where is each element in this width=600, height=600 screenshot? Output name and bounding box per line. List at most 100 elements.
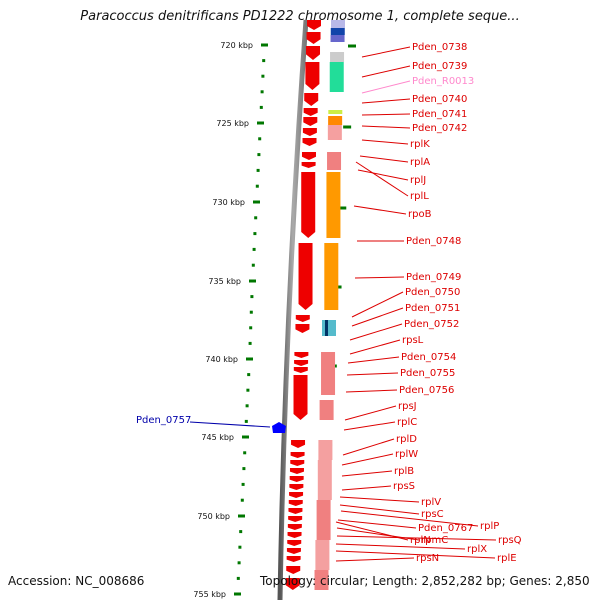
forward-gene[interactable] bbox=[307, 20, 321, 30]
forward-gene[interactable] bbox=[289, 492, 304, 498]
forward-gene[interactable] bbox=[290, 452, 305, 458]
forward-gene[interactable] bbox=[289, 484, 304, 490]
gene-label[interactable]: rpsS bbox=[393, 481, 415, 492]
gene-label[interactable]: rplD bbox=[396, 434, 417, 445]
gene-label[interactable]: Pden_0748 bbox=[406, 236, 461, 247]
gene-label[interactable]: Pden_0742 bbox=[412, 123, 467, 134]
forward-gene[interactable] bbox=[301, 152, 316, 160]
reverse-gene[interactable] bbox=[322, 320, 336, 336]
chromosome-backbone bbox=[277, 19, 309, 600]
forward-gene[interactable] bbox=[306, 46, 321, 60]
forward-gene[interactable] bbox=[287, 532, 302, 538]
gene-label[interactable]: Pden_0750 bbox=[405, 287, 460, 298]
gene-label[interactable]: rpsQ bbox=[498, 535, 522, 546]
reverse-gene[interactable] bbox=[330, 28, 345, 35]
reverse-gene[interactable] bbox=[319, 400, 334, 420]
label-leader-line bbox=[345, 389, 398, 393]
forward-gene[interactable] bbox=[301, 172, 316, 238]
gene-label[interactable]: rplL bbox=[410, 191, 429, 202]
forward-gene[interactable] bbox=[288, 508, 303, 514]
forward-gene[interactable] bbox=[289, 468, 304, 474]
forward-gene[interactable] bbox=[286, 566, 301, 574]
gene-label[interactable]: Pden_0749 bbox=[406, 272, 461, 283]
reverse-gene[interactable] bbox=[328, 116, 343, 125]
reverse-gene[interactable] bbox=[325, 320, 328, 336]
forward-gene[interactable] bbox=[298, 243, 313, 310]
gene-label[interactable]: Pden_0767 bbox=[418, 523, 473, 534]
gene-label[interactable]: rpsL bbox=[402, 335, 424, 346]
gene-label[interactable]: Pden_0752 bbox=[404, 319, 459, 330]
reverse-gene[interactable] bbox=[318, 440, 333, 460]
gene-label[interactable]: rplJ bbox=[410, 175, 426, 186]
reverse-gene[interactable] bbox=[317, 460, 332, 500]
gene-label[interactable]: rplX bbox=[467, 544, 487, 555]
gene-label[interactable]: rplW bbox=[395, 449, 418, 460]
forward-gene[interactable] bbox=[286, 556, 301, 562]
reverse-gene[interactable] bbox=[327, 125, 342, 140]
forward-gene[interactable] bbox=[290, 460, 305, 466]
gene-label[interactable]: rplA bbox=[410, 157, 430, 168]
forward-gene[interactable] bbox=[305, 62, 320, 90]
gene-label[interactable]: rplV bbox=[421, 497, 441, 508]
forward-gene[interactable] bbox=[294, 352, 309, 358]
reverse-gene[interactable] bbox=[330, 52, 345, 62]
gene-label[interactable]: rpoB bbox=[408, 209, 432, 220]
reverse-gene[interactable] bbox=[326, 172, 341, 238]
forward-gene[interactable] bbox=[288, 500, 303, 506]
gene-label[interactable]: rplE bbox=[497, 553, 517, 564]
highlighted-gene-label[interactable]: Pden_0757 bbox=[136, 415, 191, 426]
reverse-gene[interactable] bbox=[329, 62, 344, 92]
forward-gene[interactable] bbox=[302, 138, 317, 146]
highlighted-gene-marker[interactable] bbox=[272, 422, 286, 433]
label-leader-line bbox=[361, 113, 411, 116]
reverse-gene[interactable] bbox=[327, 152, 342, 170]
forward-gene[interactable] bbox=[304, 93, 319, 106]
forward-gene[interactable] bbox=[302, 128, 317, 136]
forward-gene[interactable] bbox=[295, 315, 310, 322]
forward-gene[interactable] bbox=[291, 440, 306, 448]
gene-label[interactable]: rplN bbox=[410, 535, 431, 546]
forward-gene[interactable] bbox=[287, 524, 302, 530]
gene-label[interactable]: Pden_0738 bbox=[412, 42, 467, 53]
gene-label[interactable]: rpsJ bbox=[398, 401, 417, 412]
gene-label[interactable]: Pden_0751 bbox=[405, 303, 460, 314]
forward-gene[interactable] bbox=[288, 516, 303, 522]
reverse-gene[interactable] bbox=[321, 352, 336, 395]
forward-gene[interactable] bbox=[295, 324, 310, 333]
gene-label[interactable]: rpsC bbox=[421, 509, 444, 520]
tick-label: 725 kbp bbox=[216, 119, 249, 128]
reverse-gene[interactable] bbox=[315, 540, 330, 570]
gene-label[interactable]: rplP bbox=[480, 521, 499, 532]
gene-label[interactable]: Pden_0740 bbox=[412, 94, 467, 105]
forward-gene[interactable] bbox=[293, 367, 308, 373]
gene-label[interactable]: rplK bbox=[410, 139, 430, 150]
forward-gene[interactable] bbox=[306, 32, 321, 44]
tick-label: 730 kbp bbox=[212, 198, 245, 207]
gene-label[interactable]: rpsN bbox=[416, 553, 439, 564]
gene-label[interactable]: Pden_0755 bbox=[400, 368, 455, 379]
minor-tick bbox=[236, 576, 240, 580]
gene-label[interactable]: Pden_0756 bbox=[399, 385, 454, 396]
forward-gene[interactable] bbox=[303, 108, 318, 116]
forward-gene[interactable] bbox=[293, 375, 308, 420]
forward-gene[interactable] bbox=[289, 476, 304, 482]
gene-label[interactable]: Pden_0739 bbox=[412, 61, 467, 72]
gene-label[interactable]: rpmC bbox=[421, 535, 448, 546]
forward-gene[interactable] bbox=[294, 360, 309, 366]
forward-gene[interactable] bbox=[287, 540, 302, 546]
reverse-gene[interactable] bbox=[331, 20, 345, 28]
gene-label[interactable]: Pden_R0013 bbox=[412, 76, 474, 87]
reverse-gene[interactable] bbox=[324, 243, 339, 310]
reverse-gene[interactable] bbox=[316, 500, 331, 540]
forward-gene[interactable] bbox=[301, 162, 316, 168]
gene-label[interactable]: Pden_0754 bbox=[401, 352, 456, 363]
forward-gene[interactable] bbox=[286, 548, 301, 554]
reverse-gene[interactable] bbox=[328, 110, 343, 114]
reverse-gene[interactable] bbox=[314, 570, 329, 590]
reverse-gene[interactable] bbox=[330, 35, 345, 42]
forward-gene[interactable] bbox=[285, 578, 300, 590]
gene-label[interactable]: rplC bbox=[397, 417, 417, 428]
forward-gene[interactable] bbox=[303, 117, 318, 126]
gene-label[interactable]: rplB bbox=[394, 466, 414, 477]
gene-label[interactable]: Pden_0741 bbox=[412, 109, 467, 120]
